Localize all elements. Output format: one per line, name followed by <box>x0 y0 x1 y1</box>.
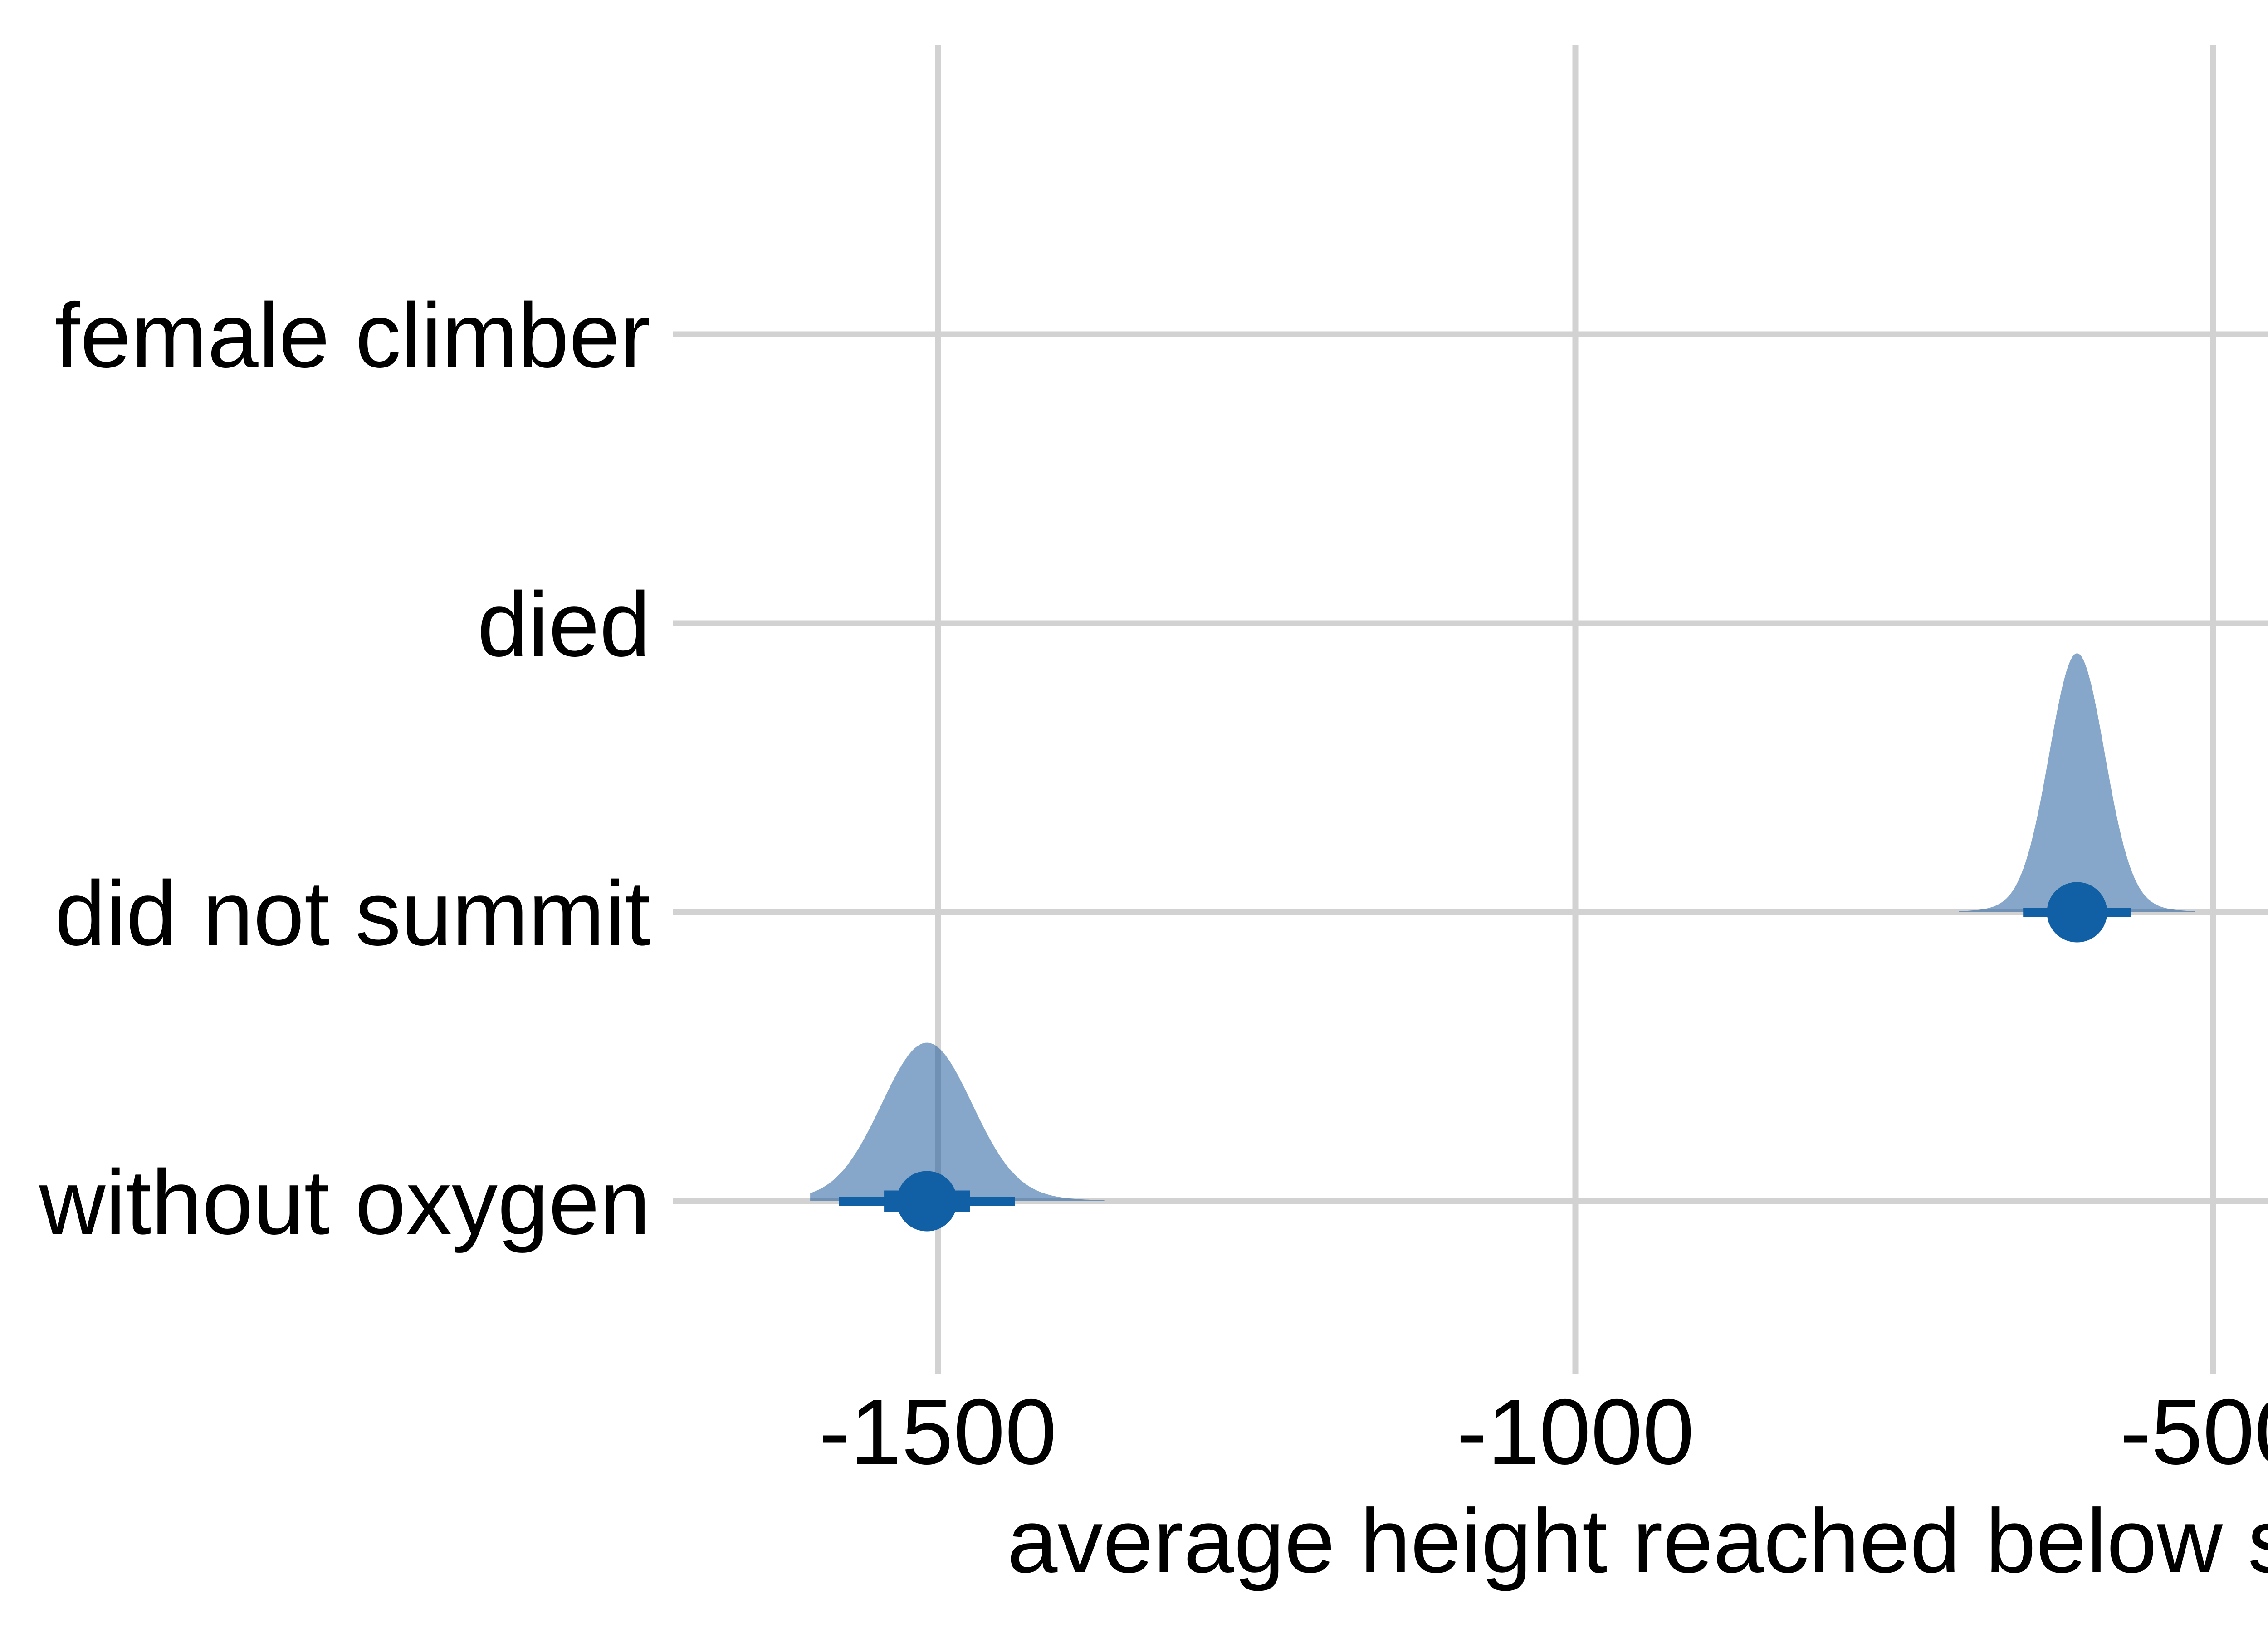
svg-text:average height reached below s: average height reached below summit (met… <box>1007 1491 2268 1592</box>
svg-text:died: died <box>477 573 650 675</box>
svg-text:without oxygen: without oxygen <box>39 1151 650 1253</box>
svg-text:did not summit: did not summit <box>55 862 651 964</box>
svg-text:-1000: -1000 <box>1457 1380 1694 1484</box>
svg-text:-500: -500 <box>2120 1380 2268 1484</box>
svg-text:-1500: -1500 <box>819 1380 1056 1484</box>
svg-text:female climber: female climber <box>55 284 650 386</box>
